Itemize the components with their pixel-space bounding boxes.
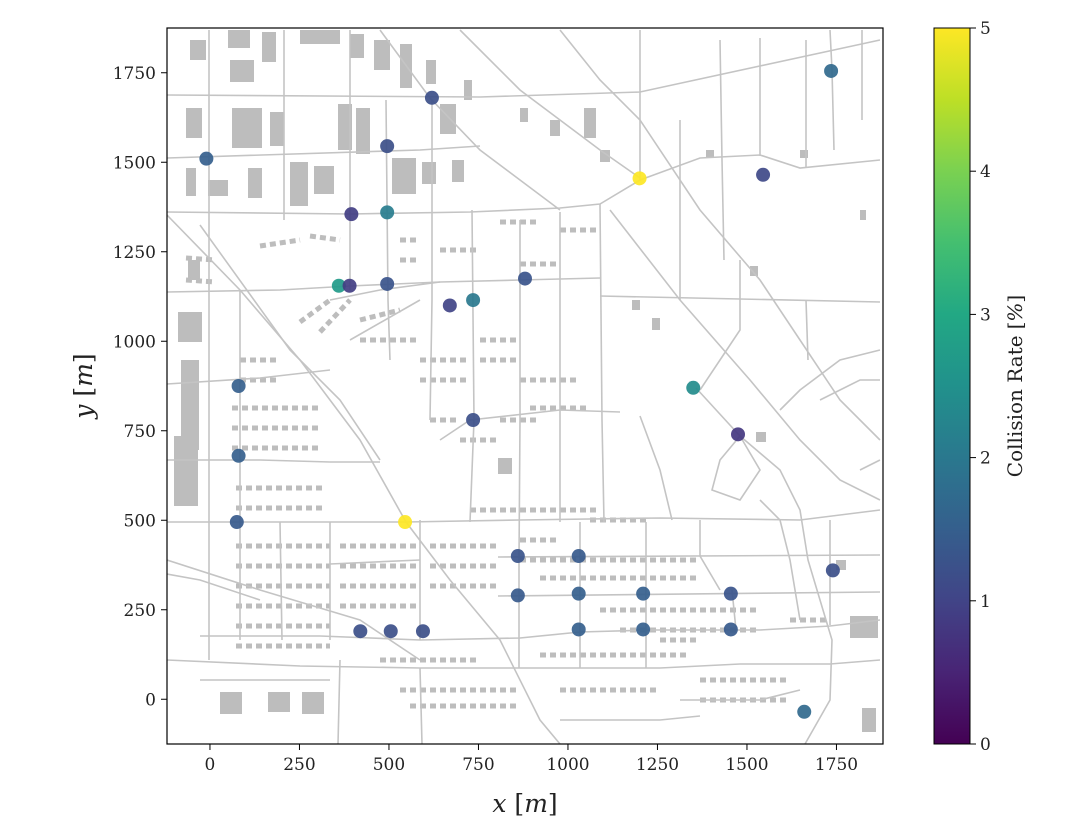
building-rows [185,219,830,709]
scatter-point [518,271,532,286]
colorbar-label-text: Collision Rate [1003,335,1027,477]
scatter-point [571,549,586,564]
scatter-point [756,167,771,182]
x-axis-label: x [m] [492,789,557,818]
scatter-point [510,588,525,603]
x-axis-label-var: x [492,789,506,818]
scatter-point [424,90,439,105]
scatter-point [331,278,346,293]
colorbar-tick-label: 2 [980,449,991,469]
scatter-point [825,563,840,578]
colorbar-tick-label: 5 [980,19,991,39]
scatter-point [380,139,395,154]
scatter-point [686,380,701,395]
x-axis-label-unit: m [524,789,548,818]
plot-frame [166,27,884,745]
y-tick-label: 1000 [113,332,156,352]
x-tick-label: 1500 [725,755,768,775]
x-tick-label: 1250 [636,755,679,775]
y-axis-label-unit: m [69,363,98,387]
colorbar-tick-label: 0 [980,735,991,755]
scatter-point [231,379,246,393]
scatter-point [342,278,357,293]
x-tick-label: 1000 [546,755,589,775]
scatter-point [636,622,651,637]
y-tick-label: 1500 [113,153,156,173]
scatter-point [510,549,525,564]
x-tick-label: 1750 [815,755,858,775]
scatter-point [824,63,839,78]
scatter-point [442,298,457,313]
y-tick-label: 750 [124,422,156,442]
scatter-points [199,63,840,719]
colorbar-label-unit: % [1003,303,1027,322]
colorbar-tick-label: 1 [980,592,991,612]
x-tick-label: 500 [373,755,405,775]
scatter-point [466,413,481,428]
y-axis-label: y[m] [69,353,98,419]
colorbar-ticks: 0 1 2 3 4 5 [970,19,991,755]
scatter-point [231,448,246,463]
scatter-point [415,624,430,639]
buildings [174,30,878,732]
y-axis-ticks: 0 250 500 750 1000 1250 1500 1750 [113,64,167,710]
scatter-point [731,427,746,442]
colorbar-tick-label: 4 [980,162,991,182]
scatter-point [383,624,398,639]
y-tick-label: 500 [124,511,156,531]
colorbar-tick-label: 3 [980,305,991,325]
colorbar-label: Collision Rate[%] [1003,295,1027,477]
scatter-point [380,205,395,220]
scatter-point [723,622,738,637]
scatter-point [466,293,481,308]
y-tick-label: 250 [124,601,156,621]
colorbar [933,27,971,745]
scatter-point [229,515,244,530]
scatter-point [797,704,812,719]
scatter-point [398,515,413,530]
y-tick-label: 0 [145,690,156,710]
scatter-point [353,624,368,639]
x-tick-label: 0 [205,755,216,775]
scatter-point [571,622,586,637]
y-tick-label: 1750 [113,64,156,84]
y-axis-label-var: y [69,404,98,420]
scatter-point [199,151,214,166]
x-axis-ticks: 0 250 500 750 1000 1250 1500 1750 [205,744,858,775]
scatter-point [344,207,359,222]
x-tick-label: 750 [462,755,494,775]
scatter-point [571,586,586,601]
scatter-point [380,276,395,291]
y-tick-label: 1250 [113,243,156,263]
scatter-point [636,586,651,601]
scatter-point [723,586,738,601]
x-tick-label: 250 [283,755,315,775]
scatter-point [632,171,647,186]
